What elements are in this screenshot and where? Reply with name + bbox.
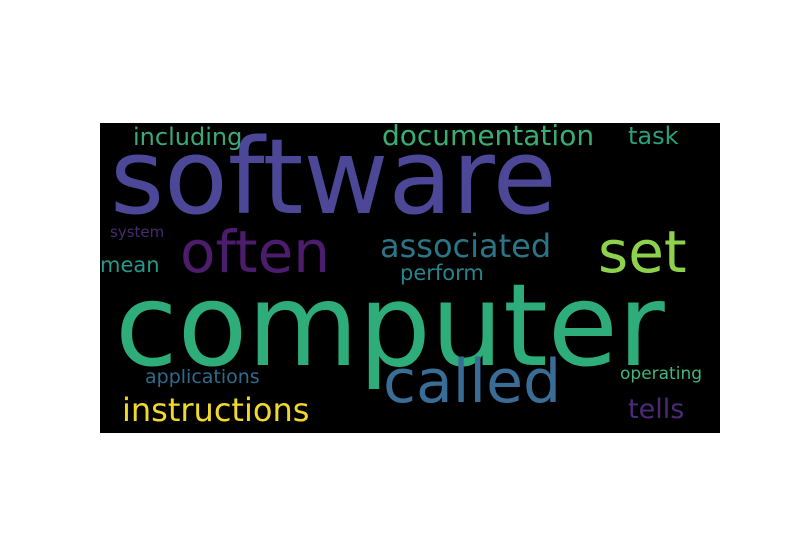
word-operating: operating <box>620 364 703 384</box>
word-often: often <box>180 218 331 286</box>
word-tells: tells <box>628 394 685 425</box>
word-system: system <box>110 223 165 241</box>
word-documentation: documentation <box>382 123 595 152</box>
word-called: called <box>383 347 562 417</box>
word-including: including <box>133 123 243 151</box>
word-task: task <box>628 123 679 150</box>
word-perform: perform <box>400 261 484 285</box>
word-software: software <box>110 123 557 238</box>
word-set: set <box>598 218 687 286</box>
word-cloud: including documentation task software sy… <box>100 123 720 433</box>
word-applications: applications <box>145 366 260 388</box>
word-instructions: instructions <box>122 391 310 429</box>
word-computer: computer <box>115 259 665 392</box>
word-associated: associated <box>380 227 552 265</box>
word-mean: mean <box>100 253 160 277</box>
